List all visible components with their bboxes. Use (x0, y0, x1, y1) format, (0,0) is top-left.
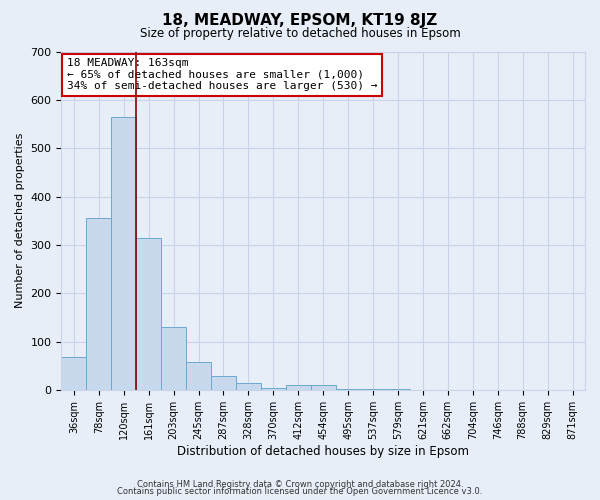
Bar (61, 357, 86, 390)
Bar (286, 385, 311, 390)
Text: 18 MEADWAY: 163sqm
← 65% of detached houses are smaller (1,000)
34% of semi-deta: 18 MEADWAY: 163sqm ← 65% of detached hou… (67, 58, 377, 92)
Bar (186, 362, 211, 390)
Bar (311, 385, 335, 390)
Bar (386, 389, 410, 390)
Bar (236, 383, 261, 390)
X-axis label: Distribution of detached houses by size in Epsom: Distribution of detached houses by size … (177, 444, 469, 458)
Bar (261, 388, 286, 390)
Text: 18, MEADWAY, EPSOM, KT19 8JZ: 18, MEADWAY, EPSOM, KT19 8JZ (163, 12, 437, 28)
Text: Contains HM Land Registry data © Crown copyright and database right 2024.: Contains HM Land Registry data © Crown c… (137, 480, 463, 489)
Bar (361, 389, 386, 390)
Text: Contains public sector information licensed under the Open Government Licence v3: Contains public sector information licen… (118, 488, 482, 496)
Bar (161, 327, 186, 390)
Y-axis label: Number of detached properties: Number of detached properties (15, 133, 25, 308)
Bar (335, 389, 361, 390)
Bar (136, 238, 161, 390)
Bar (211, 376, 236, 390)
Bar (86, 218, 111, 390)
Bar (111, 117, 136, 390)
Text: Size of property relative to detached houses in Epsom: Size of property relative to detached ho… (140, 28, 460, 40)
